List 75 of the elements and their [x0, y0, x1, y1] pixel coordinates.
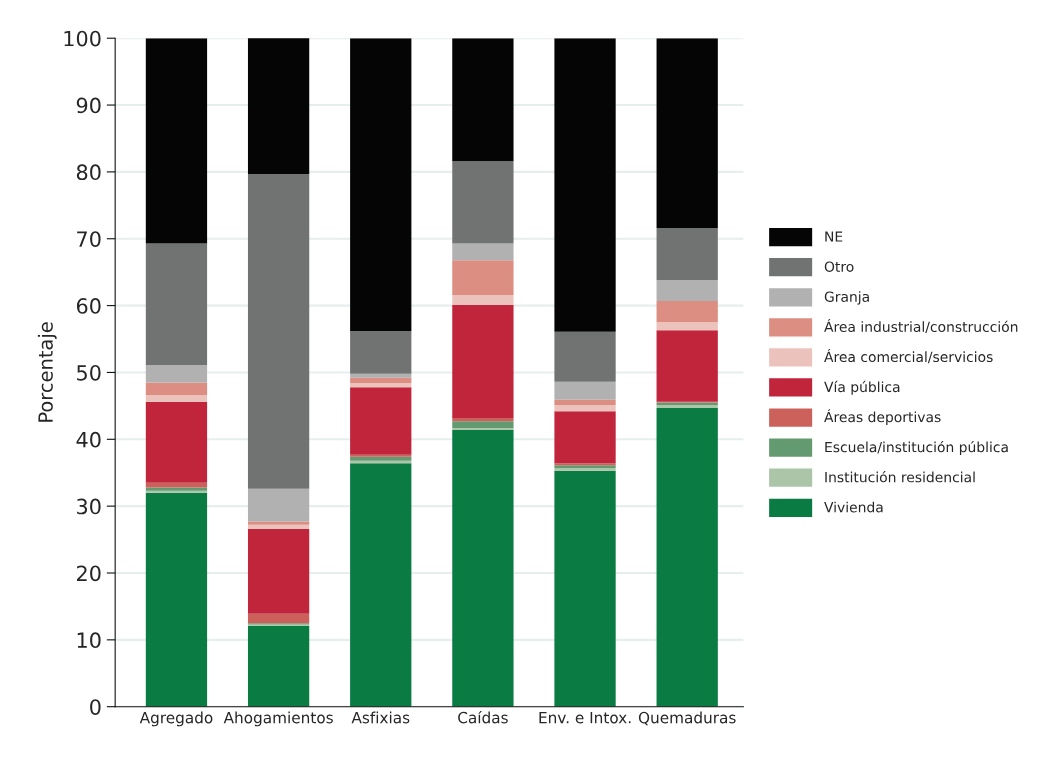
bar — [247, 625, 310, 707]
bar — [350, 38, 412, 331]
bar — [554, 470, 616, 707]
bar — [452, 429, 514, 707]
bar — [247, 528, 310, 614]
legend-label: NE — [825, 231, 843, 242]
bar — [145, 382, 208, 396]
bar — [247, 173, 310, 489]
bar — [554, 381, 616, 400]
y-tick-label: 100 — [64, 30, 101, 47]
bar — [452, 427, 514, 430]
legend-label: Área industrial/construcción — [824, 318, 1018, 334]
legend-label: Áreas deportivas — [824, 409, 941, 425]
bar — [247, 38, 310, 174]
legend-label: Institución residencial — [825, 471, 975, 483]
y-tick-label: 60 — [76, 298, 101, 314]
legend-label: Escuela/institución pública — [825, 440, 1008, 455]
bar — [350, 454, 412, 457]
bar — [554, 38, 616, 332]
bar — [145, 243, 208, 366]
legend-label: Vivienda — [824, 501, 883, 513]
x-tick-label: Quemaduras — [638, 711, 736, 726]
bar — [145, 492, 208, 707]
legend-label: Otro — [824, 261, 854, 272]
bar — [145, 395, 208, 402]
bar — [452, 161, 514, 244]
bar — [554, 399, 616, 406]
y-tick-label: 50 — [77, 364, 101, 381]
bar — [452, 417, 514, 422]
bar — [145, 38, 208, 244]
bar — [452, 294, 514, 305]
bar — [656, 330, 718, 402]
bar — [350, 463, 412, 707]
bar — [452, 260, 514, 295]
bar — [656, 300, 718, 323]
bar — [350, 383, 412, 388]
x-tick-label: Agregado — [139, 711, 213, 727]
legend-label: Vía pública — [824, 380, 900, 395]
bar — [350, 456, 412, 461]
x-tick-label: Ahogamientos — [223, 711, 333, 727]
x-tick-label: Env. e Intox. — [539, 712, 631, 724]
bar — [350, 377, 412, 384]
bar — [247, 613, 310, 624]
y-tick-label: 40 — [76, 431, 101, 448]
bar — [247, 524, 310, 529]
bar — [452, 421, 514, 428]
y-tick-label: 10 — [77, 632, 101, 649]
bar — [452, 304, 514, 418]
y-tick-label: 90 — [76, 97, 101, 114]
bar — [350, 373, 412, 378]
bar — [247, 488, 310, 522]
x-tick-label: Asfixias — [351, 711, 410, 724]
y-tick-label: 30 — [77, 498, 101, 515]
bar — [452, 38, 514, 162]
bar — [554, 411, 616, 464]
x-tick-label: Caídas — [458, 710, 508, 724]
bar — [656, 322, 718, 331]
bar — [145, 365, 208, 383]
bar — [554, 331, 616, 382]
y-tick-label: 70 — [77, 231, 101, 247]
y-tick-label: 80 — [76, 164, 101, 181]
y-tick-label: 20 — [76, 565, 101, 582]
legend-label: Granja — [824, 291, 869, 305]
bar — [350, 387, 412, 455]
bar — [656, 407, 718, 707]
bar — [656, 38, 718, 229]
bar — [145, 401, 208, 483]
y-tick-label: 0 — [90, 699, 101, 715]
bar — [656, 280, 718, 301]
bar — [452, 243, 514, 261]
bar — [656, 228, 718, 281]
y-axis-title: Porcentaje — [37, 322, 57, 422]
bar — [350, 331, 412, 374]
bar — [554, 405, 616, 412]
legend-label: Área comercial/servicios — [824, 349, 993, 364]
